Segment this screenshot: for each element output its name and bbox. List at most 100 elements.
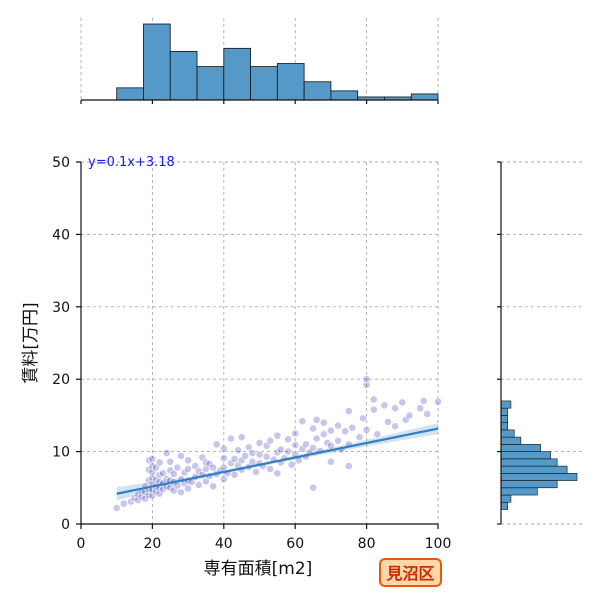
scatter-point <box>398 398 407 407</box>
scatter-point <box>230 470 239 479</box>
scatter-point <box>309 424 317 433</box>
scatter-point <box>273 469 282 478</box>
right-histogram-bar <box>500 494 512 503</box>
scatter-point <box>319 430 328 439</box>
scatter-point <box>219 444 228 453</box>
top-histogram-bar <box>303 81 332 101</box>
top-histogram-bar <box>330 90 359 101</box>
right-histogram-bar <box>500 444 541 452</box>
scatter-point <box>244 443 253 452</box>
right-histogram-bar <box>500 465 568 474</box>
x-tick-label: 40 <box>215 536 233 552</box>
scatter-point <box>284 447 292 456</box>
scatter-point <box>362 381 371 389</box>
scatter-point <box>277 445 285 454</box>
scatter-point <box>341 427 350 436</box>
scatter-point <box>155 458 164 467</box>
scatter-point <box>344 407 353 415</box>
top-histogram-bar <box>169 50 198 101</box>
y-tick-label: 30 <box>52 300 70 316</box>
right-histogram-bar <box>500 436 522 445</box>
scatter-point <box>209 482 217 491</box>
scatter-point <box>384 418 392 426</box>
top-histogram-bar <box>276 63 305 101</box>
scatter-point <box>291 441 300 449</box>
y-tick-label: 10 <box>52 445 70 461</box>
scatter-point <box>369 395 378 404</box>
main-grid <box>80 161 439 525</box>
scatter-point <box>405 411 414 420</box>
scatter-point <box>177 488 185 497</box>
scatter-point <box>248 457 257 466</box>
scatter-point <box>166 457 175 466</box>
scatter-point <box>284 435 292 444</box>
x-tick-label: 20 <box>143 536 161 552</box>
scatter-point <box>344 462 353 470</box>
top-histogram-bar <box>250 66 278 101</box>
scatter-point <box>391 422 400 431</box>
scatter-point <box>112 504 121 512</box>
scatter-point <box>209 463 217 472</box>
right-histogram-bar <box>500 407 508 416</box>
scatter-point <box>227 434 235 443</box>
right-histogram-bar <box>500 422 508 431</box>
scatter-point <box>266 436 275 445</box>
scatter-point <box>326 426 335 435</box>
scatter-point <box>326 457 335 466</box>
top-histogram-bar <box>196 66 225 101</box>
right-histogram-bar <box>500 415 508 423</box>
y-tick-label: 40 <box>52 227 70 243</box>
scatter-point <box>309 483 317 492</box>
district-badge-text: 見沼区 <box>385 564 434 583</box>
scatter-point <box>380 401 389 410</box>
y-tick-labels: 0 10 20 30 40 50 <box>52 155 70 533</box>
scatter-point <box>159 469 168 478</box>
x-axis-label: 専有面積[m2] <box>204 559 313 579</box>
scatter-point <box>184 465 192 473</box>
scatter-point <box>169 470 178 478</box>
right-histogram-bar <box>500 487 538 496</box>
x-tick-labels: 0 20 40 60 80 100 <box>77 536 452 552</box>
top-histogram-bar <box>410 93 439 101</box>
right-histogram-bar <box>500 451 551 460</box>
y-axis-label: 賃料[万円] <box>21 302 41 383</box>
right-histogram-bar <box>500 480 558 489</box>
top-histogram-bar <box>223 47 251 101</box>
scatter-point <box>252 467 260 476</box>
y-tick-label: 20 <box>52 372 70 388</box>
scatter-point <box>148 454 157 463</box>
regression-line <box>116 427 439 495</box>
scatter-point <box>184 484 192 493</box>
right-histogram-bar <box>500 429 515 438</box>
scatter-point <box>173 481 182 490</box>
scatter-point <box>162 449 171 457</box>
scatter-point <box>355 433 364 442</box>
right-histogram <box>500 400 578 510</box>
scatter-point <box>416 404 425 413</box>
scatter-point <box>255 450 264 459</box>
y-tick-label: 0 <box>61 517 70 533</box>
scatter-point <box>230 454 239 463</box>
main-axes <box>76 161 439 529</box>
scatter-point <box>362 375 371 384</box>
scatter-point <box>434 397 442 406</box>
right-histogram-bar <box>500 400 512 409</box>
scatter-points <box>112 375 442 512</box>
x-tick-label: 0 <box>77 536 86 552</box>
scatter-point <box>219 454 228 463</box>
scatter-point <box>419 397 428 405</box>
scatter-point <box>255 439 264 447</box>
scatter-point <box>287 460 296 469</box>
scatter-point <box>194 481 203 489</box>
regression-line-group <box>116 427 439 495</box>
scatter-point <box>348 423 357 432</box>
district-badge: 見沼区 <box>379 558 442 587</box>
scatter-point <box>291 429 300 438</box>
scatter-point <box>391 404 400 413</box>
scatter-point <box>266 465 275 473</box>
right-histogram-bar <box>500 458 558 467</box>
top-histogram <box>116 23 439 101</box>
x-tick-label: 100 <box>425 536 452 552</box>
scatter-point <box>423 410 432 418</box>
